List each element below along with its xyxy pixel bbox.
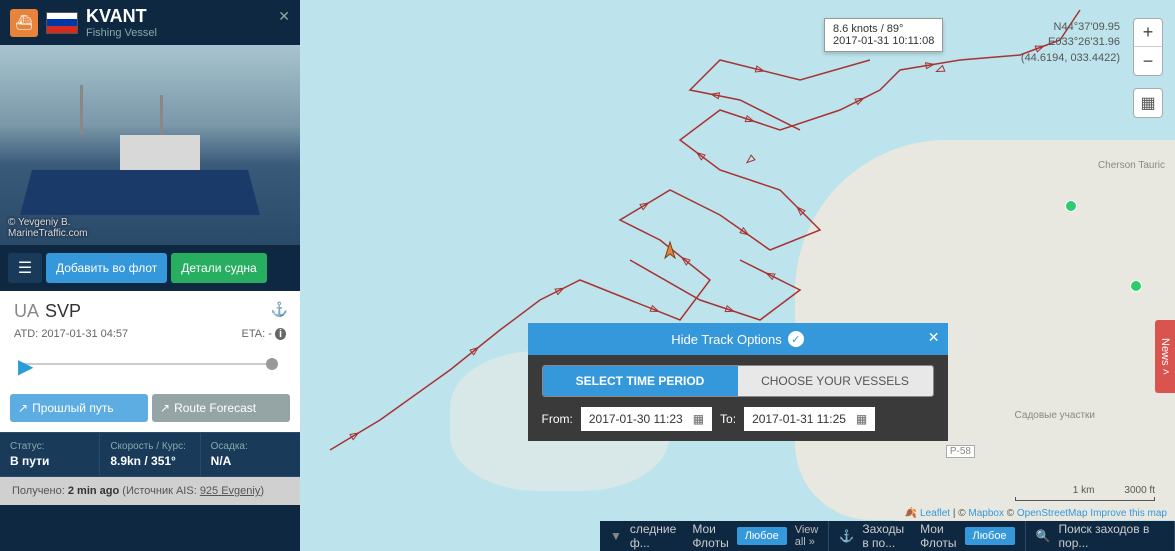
port-marker[interactable] bbox=[1065, 200, 1077, 212]
info-icon[interactable]: i bbox=[275, 328, 286, 340]
chevron-down-icon: ✓ bbox=[788, 331, 804, 347]
draught-label: Осадка: bbox=[211, 441, 290, 452]
map-label: P-58 bbox=[946, 445, 975, 458]
any-filter-button[interactable]: Любое bbox=[737, 527, 787, 545]
vessel-type: Fishing Vessel bbox=[86, 27, 157, 39]
close-track-options-icon[interactable]: ✕ bbox=[928, 329, 940, 346]
from-label: From: bbox=[542, 412, 573, 426]
eta-label: ETA: - bbox=[242, 328, 272, 340]
improve-link[interactable]: Improve this map bbox=[1090, 508, 1167, 519]
cursor-coordinates: N44°37'09.95 E033°26'31.96 (44.6194, 033… bbox=[1021, 20, 1120, 66]
received-info: Получено: 2 min ago (Источник AIS: 925 E… bbox=[0, 477, 300, 505]
calendar-icon: ▦ bbox=[693, 412, 704, 426]
action-buttons: ☰ Добавить во флот Детали судна bbox=[0, 245, 300, 291]
progress-endpoint bbox=[266, 358, 278, 370]
draught-value: N/A bbox=[211, 454, 290, 468]
status-value: В пути bbox=[10, 454, 89, 468]
speed-value: 8.9kn / 351° bbox=[110, 454, 189, 468]
leaflet-link[interactable]: Leaflet bbox=[920, 508, 950, 519]
search-icon: 🔍 bbox=[1036, 529, 1051, 543]
port-name: SVP bbox=[45, 301, 81, 322]
tooltip-time: 2017-01-31 10:11:08 bbox=[833, 35, 934, 47]
ais-source-link[interactable]: 925 Evgeniy bbox=[200, 485, 261, 497]
anchor-icon: ⚓ bbox=[271, 301, 288, 318]
bottom-text: следние ф... bbox=[630, 522, 676, 550]
zoom-out-button[interactable]: − bbox=[1134, 47, 1162, 75]
vessel-name: KVANT bbox=[86, 6, 157, 27]
track-buttons: ↗Прошлый путь ↗Route Forecast bbox=[0, 394, 300, 432]
bottom-text: Заходы в по... bbox=[862, 522, 904, 550]
add-fleet-button[interactable]: Добавить во флот bbox=[46, 253, 167, 283]
route-forecast-button[interactable]: ↗Route Forecast bbox=[152, 394, 290, 422]
port-info-panel: UA SVP ⚓ ATD: 2017-01-31 04:57 ETA: - i … bbox=[0, 291, 300, 394]
bottom-text: Поиск заходов в пор... bbox=[1059, 522, 1164, 550]
forecast-icon: ↗ bbox=[160, 401, 170, 415]
menu-icon[interactable]: ☰ bbox=[8, 253, 42, 283]
to-date-input[interactable]: 2017-01-31 11:25▦ bbox=[744, 407, 875, 431]
photo-credit: © Yevgeniy B. MarineTraffic.com bbox=[8, 217, 87, 239]
atd-label: ATD: bbox=[14, 328, 38, 340]
vessel-type-icon: ⛴ bbox=[10, 9, 38, 37]
scale-bar: 1 km3000 ft bbox=[1073, 485, 1155, 496]
port-marker[interactable] bbox=[1130, 280, 1142, 292]
tab-time-period[interactable]: SELECT TIME PERIOD bbox=[543, 366, 738, 396]
track-options-panel: Hide Track Options ✓ ✕ SELECT TIME PERIO… bbox=[528, 323, 948, 441]
bottom-bar: ▼ следние ф... Мои Флоты Любое View all … bbox=[600, 521, 1175, 551]
view-all-link[interactable]: View all » bbox=[795, 524, 819, 548]
track-tooltip: 8.6 knots / 89° 2017-01-31 10:11:08 bbox=[824, 18, 943, 52]
received-time: 2 min ago bbox=[68, 485, 119, 497]
to-label: To: bbox=[720, 412, 736, 426]
layers-button[interactable]: ▦ bbox=[1133, 88, 1163, 118]
tooltip-speed: 8.6 knots / 89° bbox=[833, 23, 934, 35]
vessel-details-button[interactable]: Детали судна bbox=[171, 253, 266, 283]
zoom-in-button[interactable]: + bbox=[1134, 19, 1162, 47]
flag-ru bbox=[46, 12, 78, 34]
status-label: Статус: bbox=[10, 441, 89, 452]
zoom-control: + − bbox=[1133, 18, 1163, 76]
map-label: Садовые участки bbox=[1015, 410, 1095, 421]
calendar-icon: ▦ bbox=[856, 412, 867, 426]
tab-choose-vessels[interactable]: CHOOSE YOUR VESSELS bbox=[738, 366, 933, 396]
scale-line bbox=[1015, 497, 1155, 501]
from-date-input[interactable]: 2017-01-30 11:23▦ bbox=[581, 407, 712, 431]
anchor-icon: ⚓ bbox=[839, 529, 854, 543]
stats-row: Статус: В пути Скорость / Курс: 8.9kn / … bbox=[0, 432, 300, 477]
news-tab[interactable]: News ˄ bbox=[1155, 320, 1175, 393]
track-tabs: SELECT TIME PERIOD CHOOSE YOUR VESSELS bbox=[542, 365, 934, 397]
close-icon[interactable]: ✕ bbox=[278, 8, 290, 25]
mapbox-link[interactable]: Mapbox bbox=[968, 508, 1004, 519]
voyage-progress: ▶ bbox=[14, 354, 286, 374]
atd-value: 2017-01-31 04:57 bbox=[41, 328, 128, 340]
osm-link[interactable]: OpenStreetMap bbox=[1017, 508, 1088, 519]
past-track-button[interactable]: ↗Прошлый путь bbox=[10, 394, 148, 422]
track-options-header[interactable]: Hide Track Options ✓ ✕ bbox=[528, 323, 948, 355]
speed-label: Скорость / Курс: bbox=[110, 441, 189, 452]
port-country-code: UA bbox=[14, 301, 39, 322]
map-canvas[interactable]: 8.6 knots / 89° 2017-01-31 10:11:08 N44°… bbox=[300, 0, 1175, 551]
vessel-header: ⛴ KVANT Fishing Vessel ✕ bbox=[0, 0, 300, 45]
vessel-photo[interactable]: © Yevgeniy B. MarineTraffic.com bbox=[0, 45, 300, 245]
vessel-sidebar: ⛴ KVANT Fishing Vessel ✕ © Yevgeniy B. M… bbox=[0, 0, 300, 551]
route-icon: ↗ bbox=[18, 401, 28, 415]
map-label: Cherson Tauric bbox=[1098, 160, 1165, 171]
progress-arrow-icon: ▶ bbox=[18, 354, 33, 379]
any-filter-button[interactable]: Любое bbox=[965, 527, 1015, 545]
filter-icon: ▼ bbox=[610, 529, 622, 543]
map-attribution: 🍂 Leaflet | © Mapbox © OpenStreetMap Imp… bbox=[905, 508, 1167, 519]
